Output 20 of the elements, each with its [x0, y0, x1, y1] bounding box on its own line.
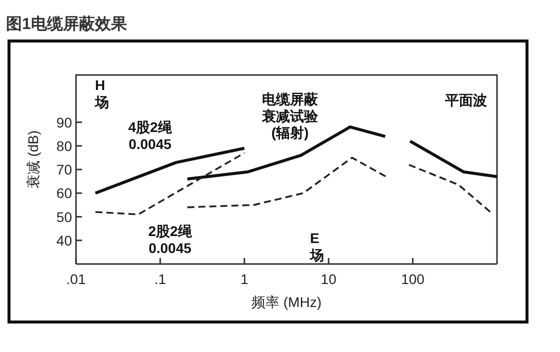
annotation: 平面波 [444, 92, 487, 108]
annotation: 电缆屏蔽衰减试验(辐射) [261, 91, 319, 141]
x-tick-label: .01 [66, 271, 86, 287]
y-tick-label: 70 [56, 162, 72, 178]
annotation: H 场 [94, 77, 109, 110]
y-tick-label: 50 [56, 208, 72, 225]
x-tick-label: 10 [320, 271, 337, 287]
y-tick-label: 90 [56, 114, 72, 130]
series-label: 2股2绳 0.0045 [148, 223, 193, 256]
chart-title: 图1电缆屏蔽效果 [6, 15, 128, 33]
annotation: E 场 [309, 230, 324, 263]
y-axis-title: 衰减 (dB) [25, 130, 41, 189]
x-axis-title: 频率 (MHz) [252, 294, 322, 310]
y-tick-label: 80 [56, 138, 72, 154]
x-tick-label: 100 [401, 271, 425, 287]
series-label: 4股2绳 0.0045 [128, 119, 173, 152]
x-tick-label: 1 [240, 271, 248, 287]
x-tick-label: .1 [154, 271, 166, 287]
y-tick-label: 60 [56, 185, 72, 202]
y-tick-label: 40 [56, 232, 72, 248]
